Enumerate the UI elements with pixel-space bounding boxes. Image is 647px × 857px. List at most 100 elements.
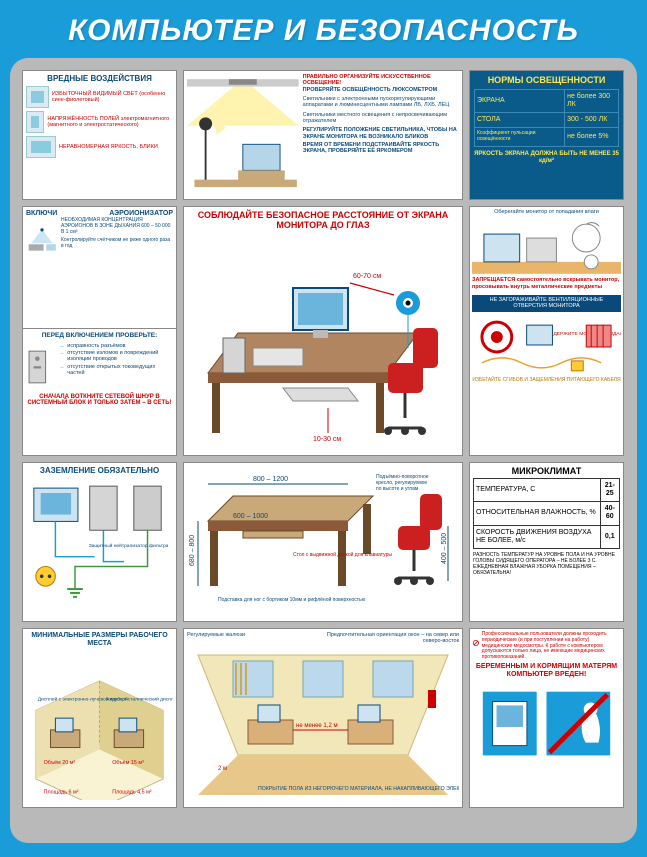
panel-windows: Регулируемые жалюзи Предпочтительная ори… [183, 628, 463, 808]
heat-illustration: ДЕРЖИТЕ МОНИТОР ПОДАЛЬШЕ ОТ ИСТОЧНИКОВ Т… [472, 315, 621, 375]
ground-sub: Защитный нейтрализатор фильтра [89, 542, 169, 549]
ion-text: НЕОБХОДИМАЯ КОНЦЕНТРАЦИЯ АЭРОИОНОВ В ЗОН… [61, 218, 173, 235]
moist-warn: ЗАПРЕЩАЕТСЯ самостоятельно вскрывать мон… [472, 277, 621, 290]
hazard-row: НАПРЯЖЁННОСТЬ ПОЛЕЙ электромагнитного (м… [26, 111, 173, 133]
panel-climate: МИКРОКЛИМАТ ТЕМПЕРАТУРА, С21-25 ОТНОСИТЕ… [469, 462, 624, 622]
room-vol: Объём 15 м³ [112, 760, 144, 766]
win-side: 2 м [218, 766, 227, 772]
norms-table: ЭКРАНАне более 300 ЛК СТОЛА300 - 500 ЛК … [474, 89, 619, 147]
norms-foot: ЯРКОСТЬ ЭКРАНА ДОЛЖНА БЫТЬ НЕ МЕНЕЕ 35 к… [474, 151, 619, 165]
hazards-title: ВРЕДНЫЕ ВОЗДЕЙСТВИЯ [26, 74, 173, 83]
norm-cell: не более 5% [565, 128, 619, 147]
distance-title: СОБЛЮДАЙТЕ БЕЗОПАСНОЕ РАССТОЯНИЕ ОТ ЭКРА… [187, 210, 459, 231]
blinds-label: Регулируемые жалюзи [187, 632, 245, 645]
lighting-line1: ПРАВИЛЬНО ОРГАНИЗУЙТЕ ИСКУССТВЕННОЕ ОСВЕ… [303, 74, 459, 87]
norms-title: НОРМЫ ОСВЕЩЕННОСТИ [474, 75, 619, 85]
windows-illustration: не менее 1,2 м 2 м ПОКРЫТИЕ ПОЛА ИЗ НЕГО… [187, 645, 459, 795]
list-item: отсутствие изломов и повреждений изоляци… [59, 350, 173, 363]
pregnancy-illustration [473, 681, 620, 771]
lighting-line2: ПРОВЕРЯЙТЕ ОСВЕЩЁННОСТЬ ЛЮКСОМЕТРОМ [303, 87, 459, 93]
hazard-label: НЕРАВНОМЕРНАЯ ЯРКОСТЬ, БЛИКИ [59, 144, 158, 150]
hazard-row: НЕРАВНОМЕРНАЯ ЯРКОСТЬ, БЛИКИ [26, 136, 173, 158]
precheck-title: ПЕРЕД ВКЛЮЧЕНИЕМ ПРОВЕРЬТЕ: [26, 332, 173, 339]
norm-cell: 300 - 500 ЛК [565, 113, 619, 128]
orient-label: Предпочтительная ориентация окон – на се… [309, 632, 459, 645]
lamp-illustration [187, 74, 299, 196]
workstation-illustration: 60-70 см 10-30 см [187, 233, 459, 443]
main-title: КОМПЬЮТЕР И БЕЗОПАСНОСТЬ [10, 8, 637, 58]
room-area: Площадь 4,5 м² [112, 790, 152, 796]
desk-dim-illustration: 800 – 1200 680 – 800 600 – 1000 400 – 50… [187, 466, 459, 606]
hazard-label: НАПРЯЖЁННОСТЬ ПОЛЕЙ электромагнитного (м… [47, 116, 173, 129]
panel-moisture: Оберегайте монитор от попадания влаги ЗА… [469, 206, 624, 456]
dim-width: 800 – 1200 [253, 476, 288, 483]
norm-cell: СТОЛА [475, 113, 565, 128]
norm-cell: не более 300 ЛК [565, 90, 619, 113]
pc-tower-icon [26, 342, 56, 392]
ground-title: ЗАЗЕМЛЕНИЕ ОБЯЗАТЕЛЬНО [26, 466, 173, 475]
vent-warn: НЕ ЗАГОРАЖИВАЙТЕ ВЕНТИЛЯЦИОННЫЕ ОТВЕРСТИ… [472, 295, 621, 312]
panel-desk-dims: 800 – 1200 680 – 800 600 – 1000 400 – 50… [183, 462, 463, 622]
clim-cell: ОТНОСИТЕЛЬНАЯ ВЛАЖНОСТЬ, % [474, 502, 601, 525]
dim-depth: 600 – 1000 [233, 513, 268, 520]
dim-kbd: 10-30 см [313, 436, 341, 443]
clim-cell: СКОРОСТЬ ДВИЖЕНИЯ ВОЗДУХА НЕ БОЛЕЕ, м/с [474, 525, 601, 548]
win-dist: не менее 1,2 м [296, 723, 338, 729]
clim-cell: ТЕМПЕРАТУРА, С [474, 479, 601, 502]
clim-cell: 0,1 [600, 525, 620, 548]
lighting-note: Светильники с электронными пускорегулиру… [303, 96, 459, 109]
cable-warn: ИЗБЕГАЙТЕ СГИБОВ И ЗАЩЕМЛЕНИЯ ПИТАЮЩЕГО … [472, 378, 621, 384]
panel-norms: НОРМЫ ОСВЕЩЕННОСТИ ЭКРАНАне более 300 ЛК… [469, 70, 624, 200]
board: ВРЕДНЫЕ ВОЗДЕЙСТВИЯ ИЗБЫТОЧНЫЙ ВИДИМЫЙ С… [10, 58, 637, 843]
dim-eye: 60-70 см [353, 273, 381, 280]
lighting-adj: РЕГУЛИРУЙТЕ ПОЛОЖЕНИЕ СВЕТИЛЬНИКА, ЧТОБЫ… [303, 127, 459, 140]
climate-title: МИКРОКЛИМАТ [473, 466, 620, 476]
climate-table: ТЕМПЕРАТУРА, С21-25 ОТНОСИТЕЛЬНАЯ ВЛАЖНО… [473, 478, 620, 548]
list-item: исправность разъёмов [59, 343, 173, 349]
ion-t1: ВКЛЮЧИ [26, 210, 57, 218]
room-note: жидкокристаллический дисплей [106, 696, 173, 703]
room-illustration: Дисплей с электронно-лучевой трубкой жид… [26, 650, 173, 800]
dim-height: 680 – 800 [189, 535, 196, 566]
room-vol: Объём 20 м³ [44, 760, 76, 766]
ground-illustration: Защитный нейтрализатор фильтра [26, 477, 173, 607]
glare-icon [26, 136, 56, 158]
room-area: Площадь 6 м² [44, 790, 79, 796]
preg-main: БЕРЕМЕННЫМ И КОРМЯЩИМ МАТЕРЯМ КОМПЬЮТЕР … [473, 663, 620, 679]
ionizer-sub: ВКЛЮЧИ АЭРОИОНИЗАТОР НЕОБХОДИМАЯ КОНЦЕНТ… [23, 207, 176, 324]
dim-chairh: 400 – 500 [441, 533, 448, 564]
clim-cell: 21-25 [600, 479, 620, 502]
chair-note: Подъёмно-поворотное кресло, регулируемое… [376, 474, 430, 492]
hazard-label: ИЗБЫТОЧНЫЙ ВИДИМЫЙ СВЕТ (особенно сине-ф… [52, 91, 173, 104]
moist-top: Оберегайте монитор от попадания влаги [472, 209, 621, 215]
ion-text: Контролируйте счётчиком не реже одного р… [61, 238, 173, 250]
panel-lighting: ПРАВИЛЬНО ОРГАНИЗУЙТЕ ИСКУССТВЕННОЕ ОСВЕ… [183, 70, 463, 200]
panel-pregnancy: Профессиональные пользователи должны про… [469, 628, 624, 808]
grid: ВРЕДНЫЕ ВОЗДЕЙСТВИЯ ИЗБЫТОЧНЫЙ ВИДИМЫЙ С… [22, 70, 625, 831]
floor-note: ПОКРЫТИЕ ПОЛА ИЗ НЕГОРЮЧЕГО МАТЕРИАЛА, Н… [258, 784, 459, 792]
poster: КОМПЬЮТЕР И БЕЗОПАСНОСТЬ ВРЕДНЫЕ ВОЗДЕЙС… [0, 0, 647, 857]
norm-cell: Коэффициент пульсации освещённости [475, 128, 565, 147]
panel-ion-precheck: ВКЛЮЧИ АЭРОИОНИЗАТОР НЕОБХОДИМАЯ КОНЦЕНТ… [22, 206, 177, 456]
preg-top: Профессиональные пользователи должны про… [482, 632, 620, 661]
panel-hazards: ВРЕДНЫЕ ВОЗДЕЙСТВИЯ ИЗБЫТОЧНЫЙ ВИДИМЫЙ С… [22, 70, 177, 200]
moisture-illustration [472, 218, 621, 274]
panel-distance: СОБЛЮДАЙТЕ БЕЗОПАСНОЕ РАССТОЯНИЕ ОТ ЭКРА… [183, 206, 463, 456]
panel-ground: ЗАЗЕМЛЕНИЕ ОБЯЗАТЕЛЬНО [22, 462, 177, 622]
hazard-row: ИЗБЫТОЧНЫЙ ВИДИМЫЙ СВЕТ (особенно сине-ф… [26, 86, 173, 108]
list-item: отсутствие открытых токоведущих частей [59, 364, 173, 377]
norm-cell: ЭКРАНА [475, 90, 565, 113]
lighting-adj: ВРЕМЯ ОТ ВРЕМЕНИ ПОДСТРАИВАЙТЕ ЯРКОСТЬ Э… [303, 142, 459, 155]
lighting-note: Светильники местного освещения с непросв… [303, 112, 459, 125]
precheck-sub: ПЕРЕД ВКЛЮЧЕНИЕМ ПРОВЕРЬТЕ: исправность … [23, 328, 176, 455]
room-title: МИНИМАЛЬНЫЕ РАЗМЕРЫ РАБОЧЕГО МЕСТА [26, 632, 173, 648]
panel-room: МИНИМАЛЬНЫЕ РАЗМЕРЫ РАБОЧЕГО МЕСТА Диспл… [22, 628, 177, 808]
no-entry-icon [473, 632, 479, 654]
light-icon [26, 86, 49, 108]
ionizer-icon [26, 218, 58, 262]
drawer-note: Стол с выдвижной доской для клавиатуры [293, 551, 392, 558]
lighting-text: ПРАВИЛЬНО ОРГАНИЗУЙТЕ ИСКУССТВЕННОЕ ОСВЕ… [303, 74, 459, 196]
precheck-list: исправность разъёмов отсутствие изломов … [59, 342, 173, 392]
footrest-note: Подставка для ног с бортиком 10мм и рифл… [218, 596, 366, 603]
precheck-foot: СНАЧАЛА ВОТКНИТЕ СЕТЕВОЙ ШНУР В СИСТЕМНЫ… [26, 394, 173, 408]
